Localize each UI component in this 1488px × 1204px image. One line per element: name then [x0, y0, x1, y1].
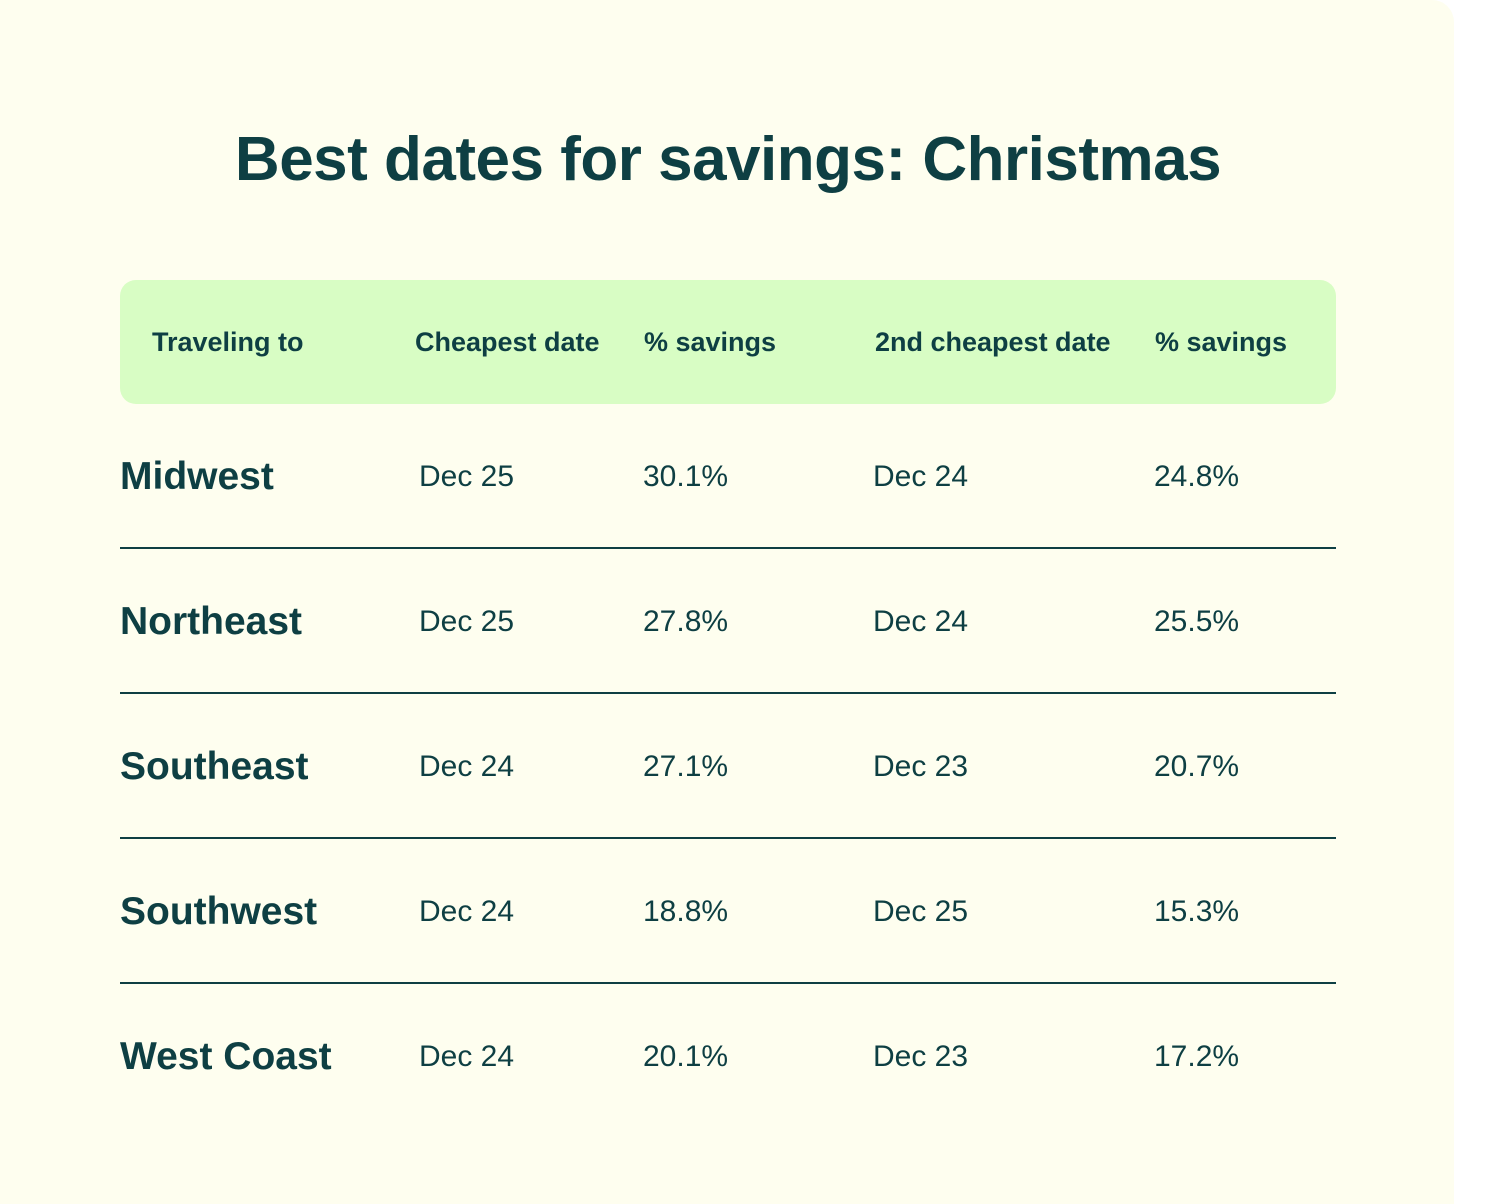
cheapest-date-cell: Dec 25	[419, 460, 515, 493]
cheapest-date-cell: Dec 24	[419, 750, 515, 783]
chart-title: Best dates for savings: Christmas	[234, 125, 1222, 194]
cheapest-date-cell: Dec 24	[419, 895, 515, 928]
table-header: Traveling to Cheapest date % savings 2nd…	[120, 280, 1336, 404]
region-cell: Southeast	[120, 745, 309, 788]
savings-table: Traveling to Cheapest date % savings 2nd…	[120, 280, 1336, 1127]
header-cheapest-date: Cheapest date	[415, 327, 600, 357]
region-cell: Southwest	[120, 890, 318, 933]
second-date-cell: Dec 24	[873, 460, 969, 493]
region-cell: Midwest	[120, 455, 274, 498]
cheapest-date-cell: Dec 24	[419, 1040, 515, 1073]
region-cell: Northeast	[120, 600, 303, 643]
cheapest-savings-cell: 18.8%	[643, 895, 729, 928]
table-row: Southeast Dec 24 27.1% Dec 23 20.7%	[120, 694, 1336, 839]
header-second-savings: % savings	[1155, 327, 1288, 357]
second-date-cell: Dec 23	[873, 750, 969, 783]
header-cheapest-savings: % savings	[644, 327, 777, 357]
table-row: West Coast Dec 24 20.1% Dec 23 17.2%	[120, 984, 1336, 1127]
second-date-cell: Dec 24	[873, 605, 969, 638]
cheapest-savings-cell: 27.8%	[643, 605, 729, 638]
chart-card: Best dates for savings: Christmas Travel…	[0, 0, 1454, 1204]
second-date-cell: Dec 25	[873, 895, 969, 928]
cheapest-savings-cell: 30.1%	[643, 460, 729, 493]
cheapest-savings-cell: 20.1%	[643, 1040, 729, 1073]
second-savings-cell: 17.2%	[1154, 1040, 1240, 1073]
second-date-cell: Dec 23	[873, 1040, 969, 1073]
second-savings-cell: 15.3%	[1154, 895, 1240, 928]
header-second-cheapest-date: 2nd cheapest date	[875, 327, 1111, 357]
second-savings-cell: 25.5%	[1154, 605, 1240, 638]
table-row: Northeast Dec 25 27.8% Dec 24 25.5%	[120, 549, 1336, 694]
second-savings-cell: 24.8%	[1154, 460, 1240, 493]
cheapest-date-cell: Dec 25	[419, 605, 515, 638]
table-row: Southwest Dec 24 18.8% Dec 25 15.3%	[120, 839, 1336, 984]
table-row: Midwest Dec 25 30.1% Dec 24 24.8%	[120, 404, 1336, 549]
second-savings-cell: 20.7%	[1154, 750, 1240, 783]
header-traveling-to: Traveling to	[152, 327, 304, 357]
region-cell: West Coast	[120, 1035, 332, 1078]
cheapest-savings-cell: 27.1%	[643, 750, 729, 783]
